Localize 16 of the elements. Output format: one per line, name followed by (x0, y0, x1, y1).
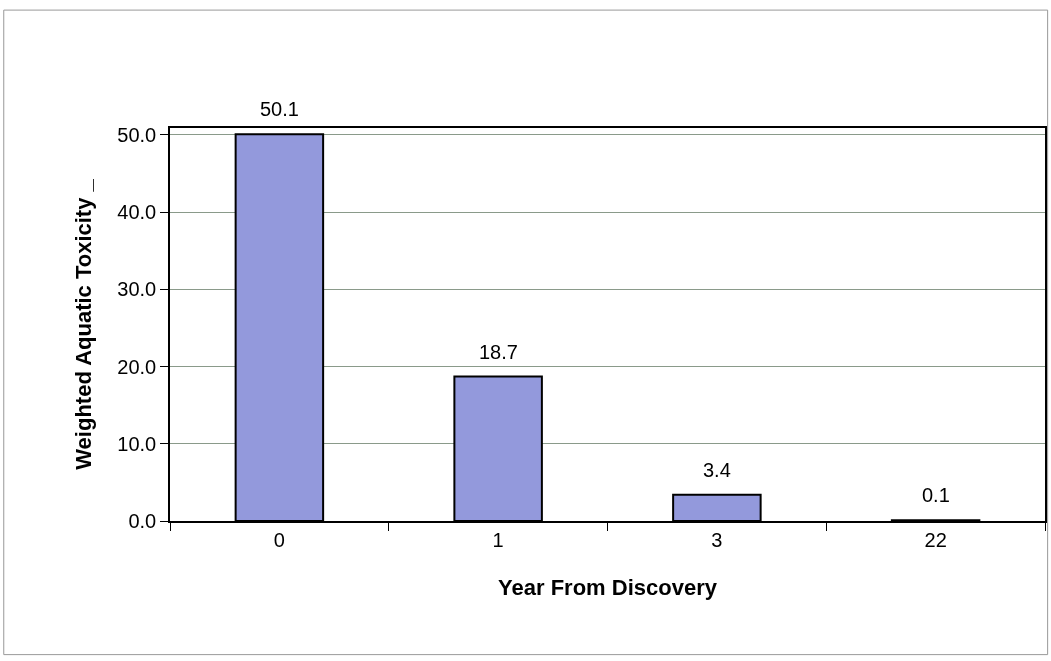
y-tick-label: 30.0 (117, 278, 157, 301)
y-axis-title: Weighted Aquatic Toxicity _ (70, 178, 96, 470)
x-tick-label: 22 (924, 528, 947, 551)
data-label: 0.1 (922, 484, 950, 506)
x-tick-label: 0 (273, 528, 285, 551)
data-label: 18.7 (479, 341, 518, 363)
y-tick-label: 10.0 (117, 432, 157, 455)
x-tick-label: 1 (492, 528, 504, 551)
y-tick-label: 0.0 (128, 510, 157, 532)
y-tick-label: 50.0 (117, 123, 157, 146)
y-tick-label: 20.0 (117, 355, 157, 378)
x-axis-title: Year From Discovery (498, 575, 718, 601)
x-tick-label: 3 (711, 528, 723, 551)
data-label: 50.1 (260, 98, 299, 120)
data-label: 3.4 (703, 459, 731, 481)
y-tick-label: 40.0 (117, 201, 157, 224)
